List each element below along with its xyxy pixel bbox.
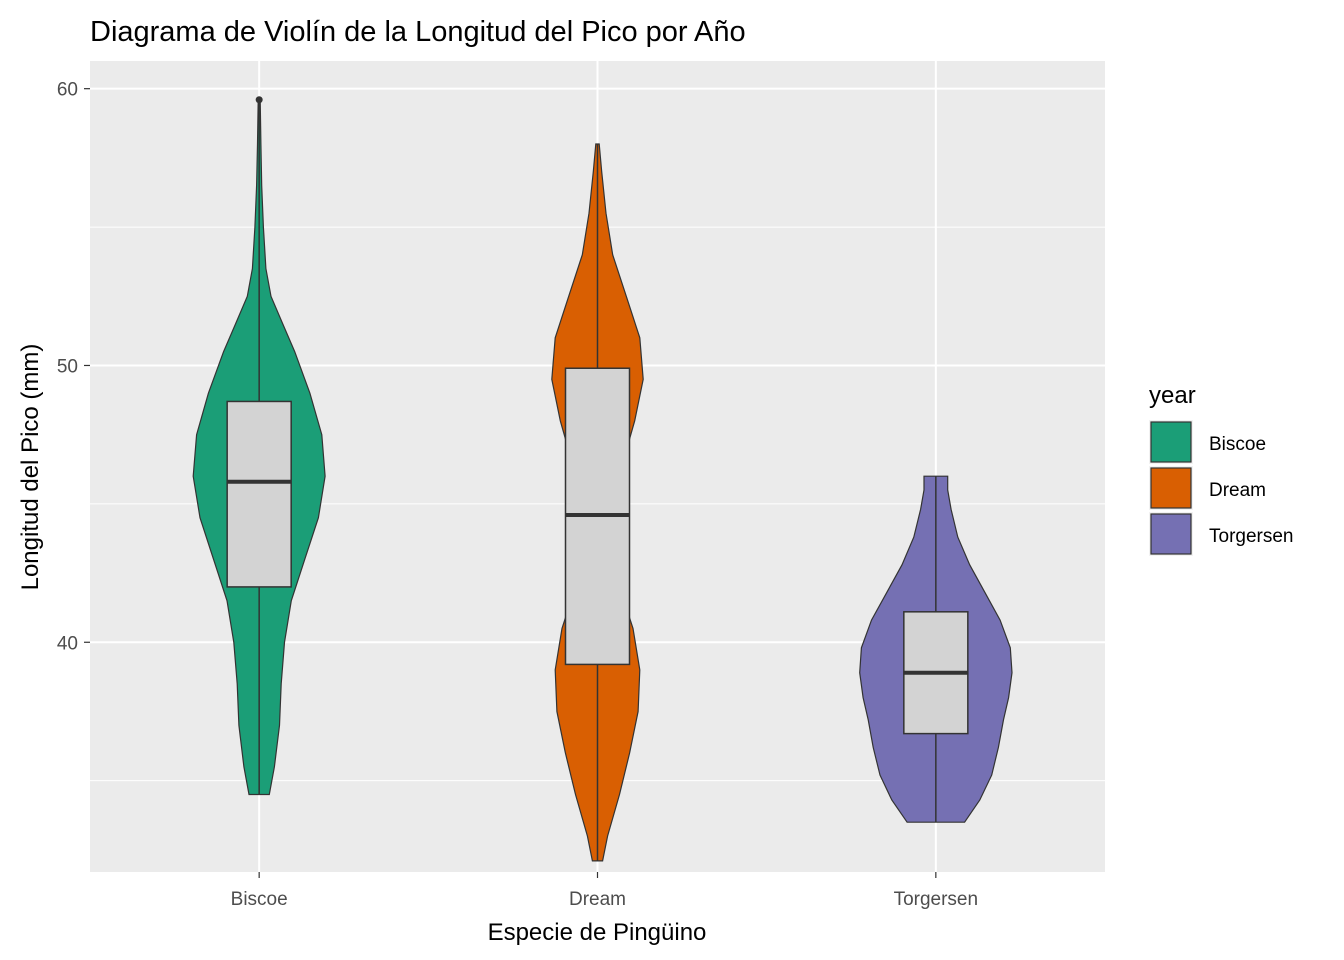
x-tick-label: Dream <box>569 889 626 910</box>
legend-label: Torgersen <box>1209 526 1294 547</box>
outlier-point <box>255 96 263 104</box>
y-axis-title: Longitud del Pico (mm) <box>17 344 44 591</box>
x-tick-label: Torgersen <box>894 889 979 910</box>
legend-label: Dream <box>1209 480 1266 501</box>
legend: year Biscoe Dream Torgersen <box>1149 382 1294 556</box>
y-tick-label: 60 <box>57 80 78 101</box>
boxplots <box>226 96 969 861</box>
legend-items: Biscoe Dream Torgersen <box>1149 420 1294 556</box>
box-biscoe <box>226 400 292 588</box>
x-tick-label: Biscoe <box>231 889 288 910</box>
chart-title: Diagrama de Violín de la Longitud del Pi… <box>90 16 746 48</box>
legend-key-dream <box>1150 467 1192 509</box>
legend-label: Biscoe <box>1209 434 1266 455</box>
x-axis: Biscoe Dream Torgersen <box>231 872 978 910</box>
legend-title: year <box>1149 382 1196 409</box>
y-axis: 40 50 60 <box>57 80 90 654</box>
x-axis-title: Especie de Pingüino <box>488 919 707 946</box>
legend-key-torgersen <box>1150 513 1192 555</box>
y-tick-label: 40 <box>57 633 78 654</box>
legend-key-biscoe <box>1150 421 1192 463</box>
y-tick-label: 50 <box>57 356 78 377</box>
